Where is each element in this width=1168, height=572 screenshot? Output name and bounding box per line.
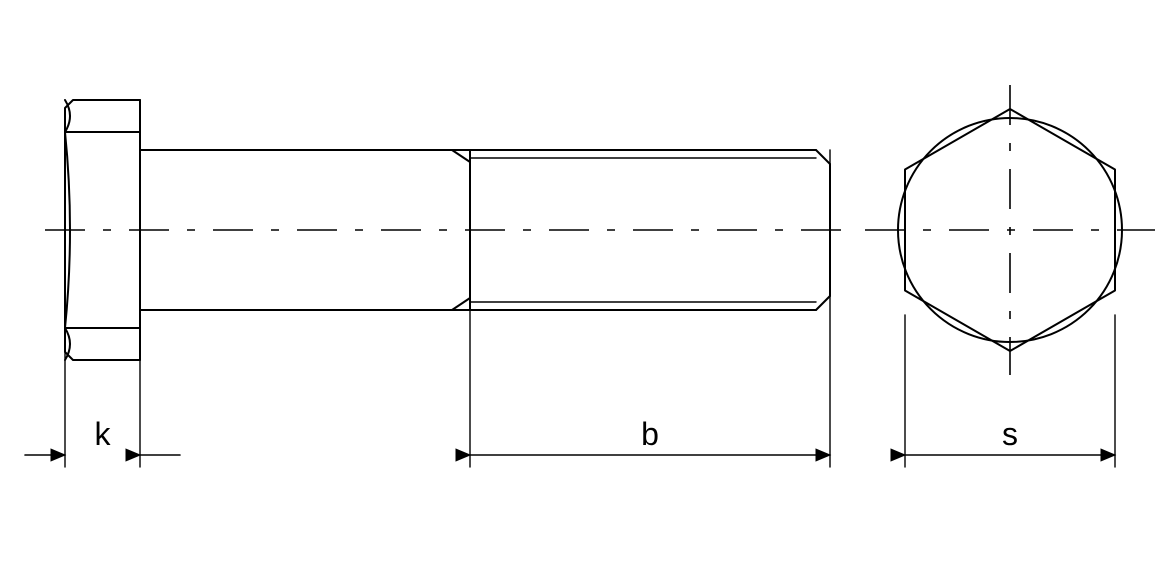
bolt-technical-drawing: k b s — [0, 0, 1168, 572]
bolt-end-view — [865, 85, 1155, 375]
dimension-label: b — [641, 416, 659, 452]
bolt-side-view — [45, 100, 850, 360]
dimension-label: k — [95, 416, 112, 452]
dimension-label: s — [1002, 416, 1018, 452]
dimension-k: k — [25, 120, 180, 467]
dimension-b: b — [470, 150, 830, 467]
